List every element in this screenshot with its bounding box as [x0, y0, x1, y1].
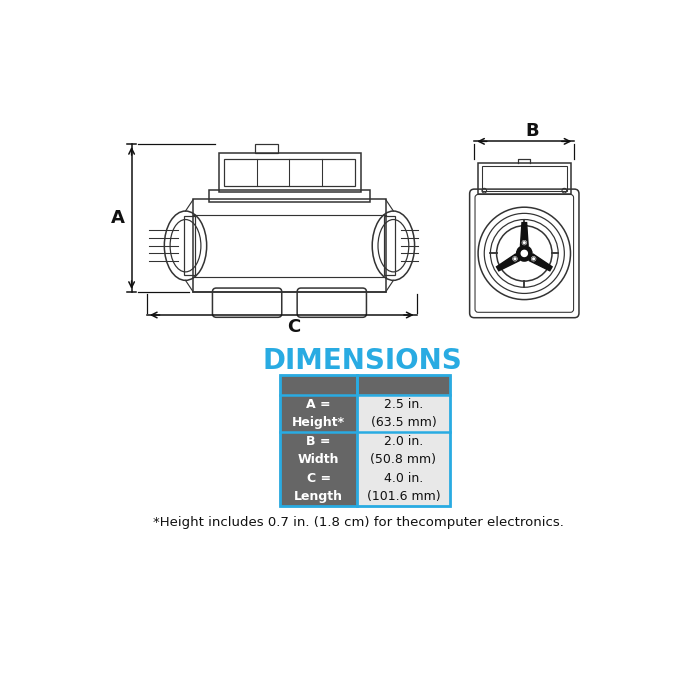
Bar [357, 469, 449, 506]
Polygon shape [521, 223, 528, 246]
Polygon shape [529, 254, 552, 271]
Circle shape [532, 257, 536, 260]
Text: C =
Length: C = Length [294, 472, 343, 503]
Circle shape [522, 241, 526, 244]
Bar [280, 469, 357, 506]
Text: C: C [287, 318, 300, 335]
Bar [224, 159, 355, 186]
Bar [280, 395, 357, 432]
Bar [280, 375, 449, 506]
Bar [482, 166, 567, 190]
Polygon shape [496, 254, 519, 271]
Bar [193, 199, 386, 292]
Text: B: B [525, 122, 539, 139]
Bar [357, 395, 449, 432]
Bar [218, 153, 361, 192]
Bar [280, 432, 357, 469]
Bar [255, 144, 278, 153]
Bar [280, 375, 449, 395]
Text: DIMENSIONS: DIMENSIONS [262, 347, 463, 375]
Circle shape [513, 257, 517, 260]
Bar [478, 163, 570, 194]
Text: *Height includes 0.7 in. (1.8 cm) for thecomputer electronics.: *Height includes 0.7 in. (1.8 cm) for th… [153, 517, 564, 529]
Bar [209, 190, 370, 202]
Text: 4.0 in.
(101.6 mm): 4.0 in. (101.6 mm) [367, 472, 440, 503]
Text: A: A [111, 209, 125, 227]
Text: B =
Width: B = Width [298, 435, 340, 466]
Text: A =
Height*: A = Height* [292, 398, 345, 429]
Circle shape [522, 251, 527, 256]
Bar [384, 216, 395, 275]
Text: 2.5 in.
(63.5 mm): 2.5 in. (63.5 mm) [370, 398, 436, 429]
Circle shape [517, 246, 532, 261]
Bar [357, 432, 449, 469]
Bar [184, 216, 195, 275]
Text: 2.0 in.
(50.8 mm): 2.0 in. (50.8 mm) [370, 435, 436, 466]
